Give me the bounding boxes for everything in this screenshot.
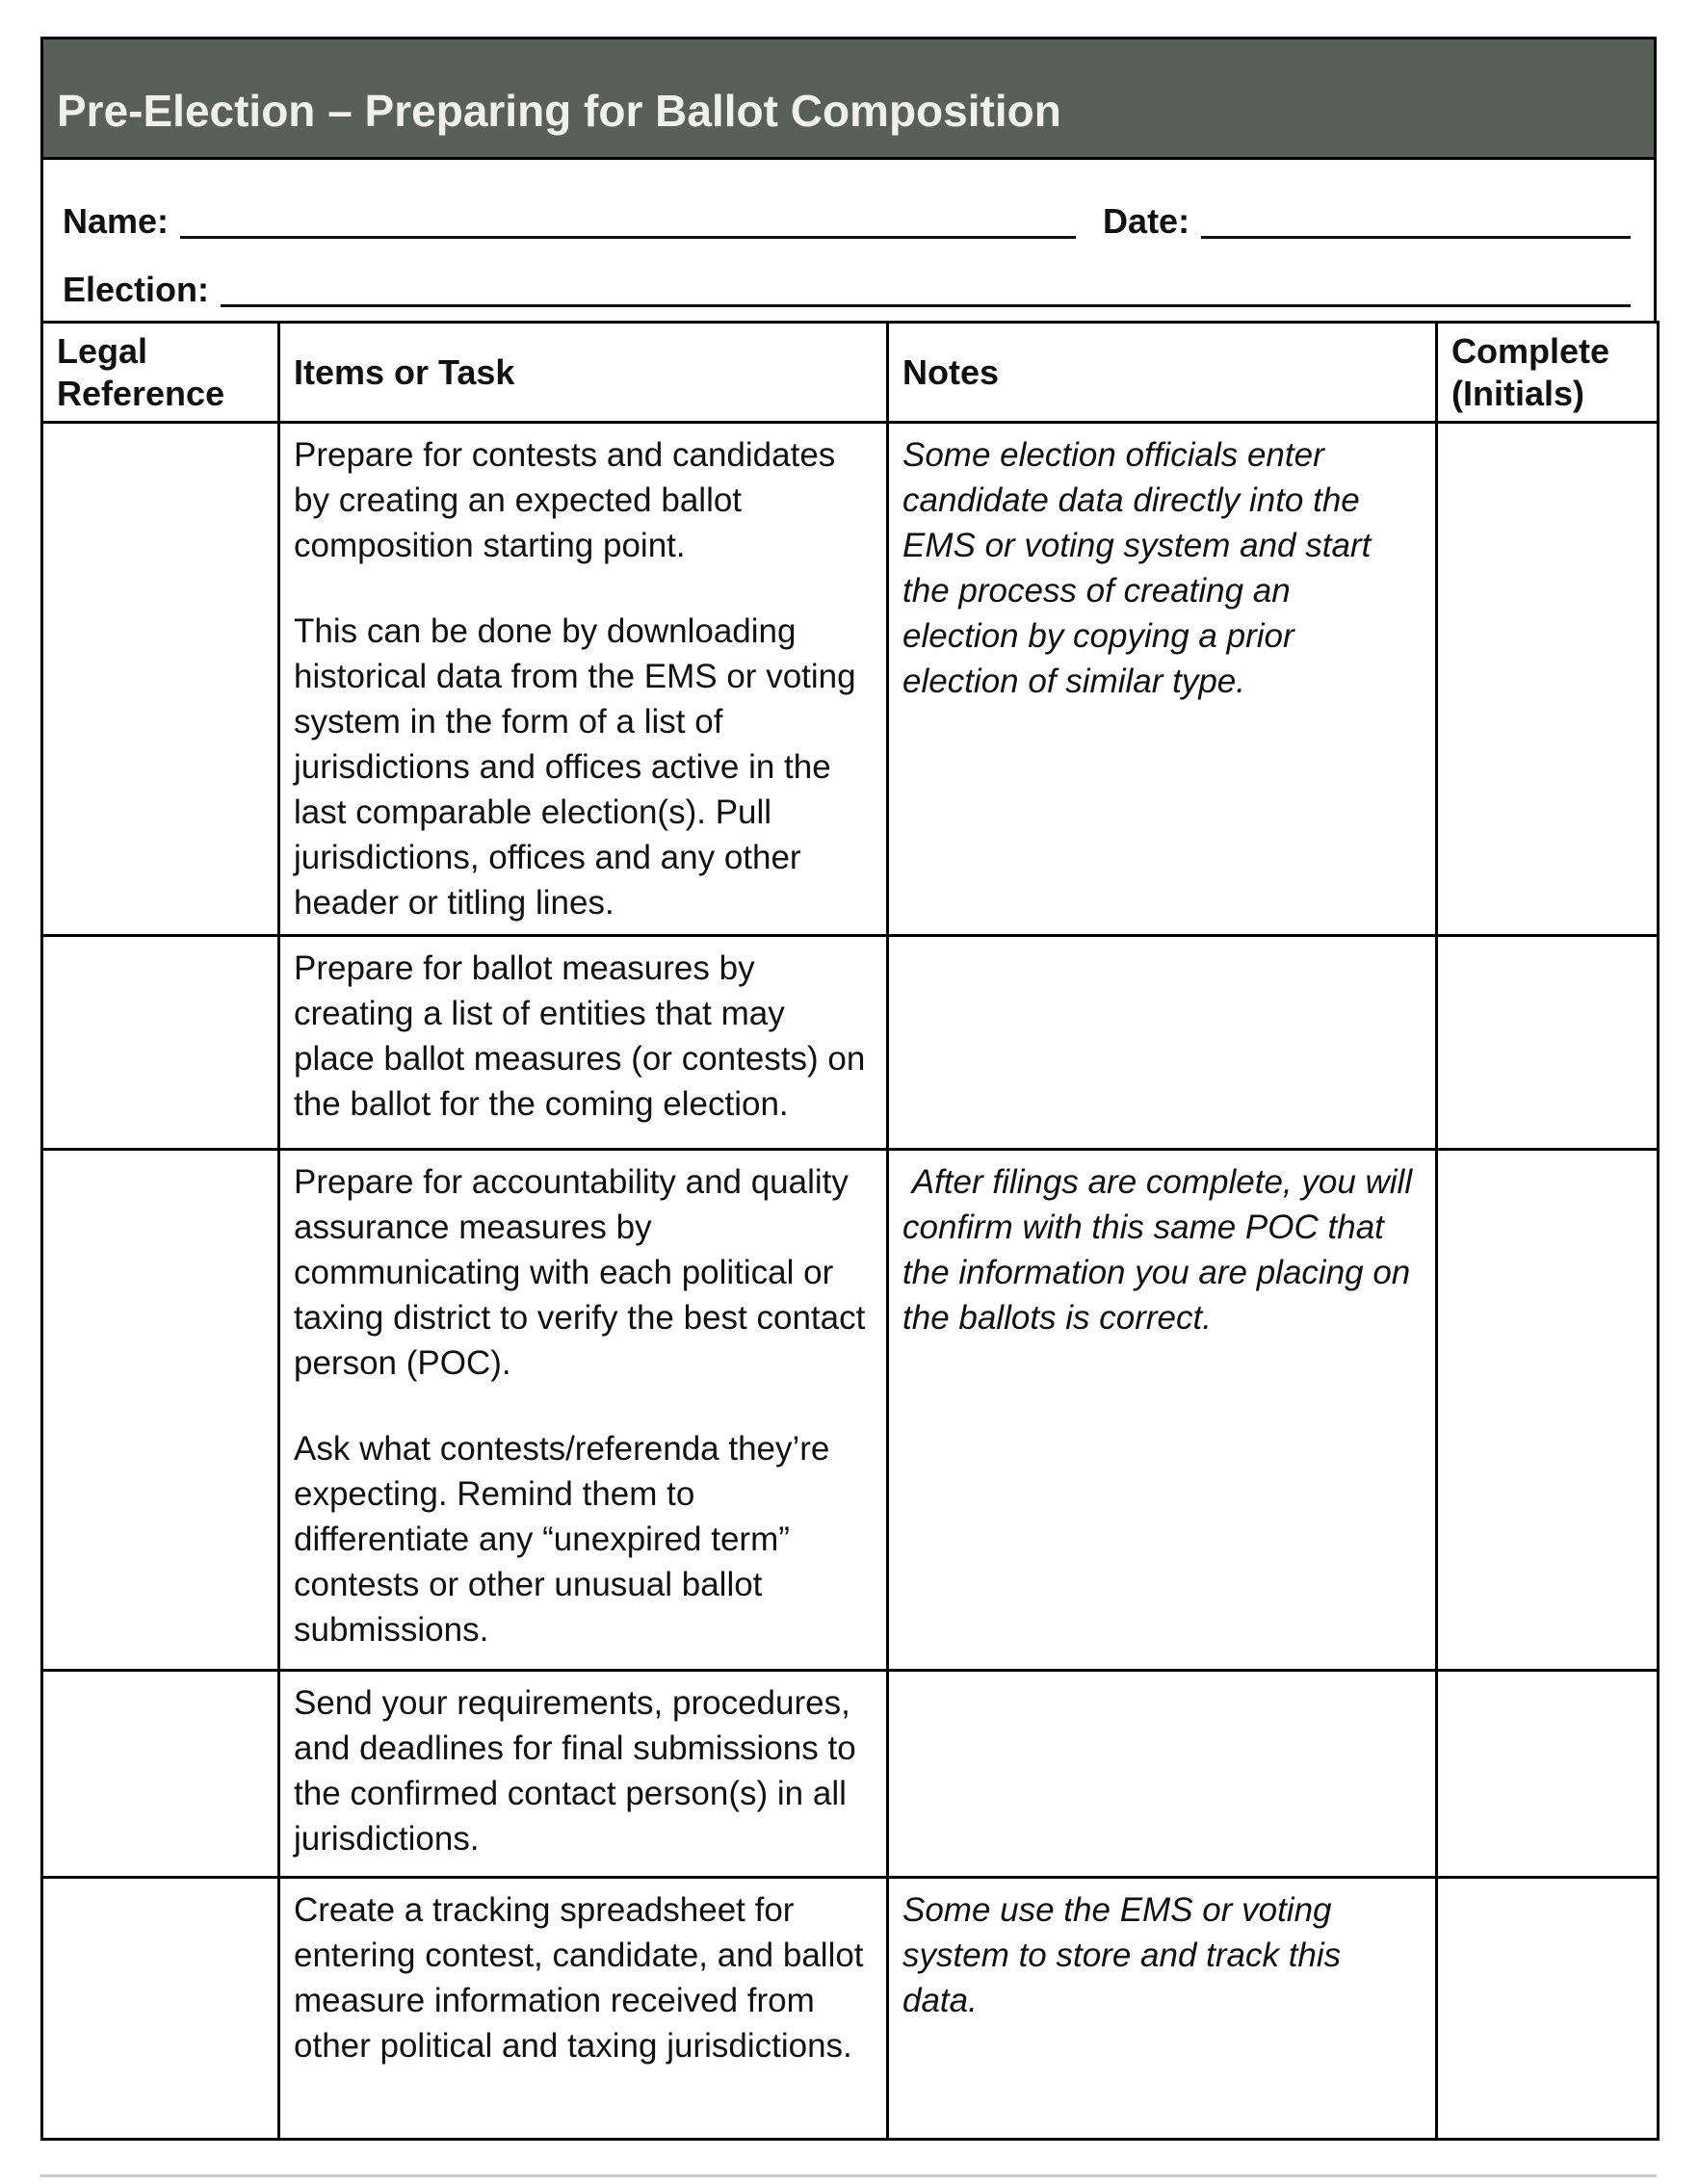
task-paragraph: Ask what contests/referenda they’re expe…	[294, 1430, 840, 1649]
task-paragraph: Prepare for ballot measures by creating …	[294, 949, 876, 1123]
complete-cell[interactable]	[1435, 1148, 1660, 1672]
notes-paragraph: Some election officials enter candidate …	[902, 436, 1381, 700]
election-field[interactable]	[221, 298, 1631, 307]
name-field[interactable]	[180, 229, 1077, 239]
notes-cell: Some election officials enter candidate …	[886, 421, 1438, 937]
task-cell: Send your requirements, procedures, and …	[277, 1669, 889, 1879]
task-cell: Prepare for ballot measures by creating …	[277, 934, 889, 1151]
complete-cell[interactable]	[1435, 1669, 1660, 1879]
table-body: Prepare for contests and candidates by c…	[40, 421, 1660, 2141]
notes-cell: Some use the EMS or voting system to sto…	[886, 1876, 1438, 2141]
header-complete-initials: Complete (Initials)	[1435, 321, 1660, 424]
page-title: Pre-Election – Preparing for Ballot Comp…	[57, 86, 1061, 136]
form-fill-section: Name: Date: Election:	[40, 160, 1657, 321]
election-line: Election:	[63, 251, 1631, 309]
notes-cell: After filings are complete, you will con…	[886, 1148, 1438, 1672]
page-cutoff-line	[40, 2174, 1657, 2177]
notes-cell	[886, 934, 1438, 1151]
header-items-or-task: Items or Task	[277, 321, 889, 424]
table-row: Prepare for ballot measures by creating …	[40, 934, 1660, 1151]
name-label: Name:	[63, 200, 170, 241]
legal-reference-cell	[40, 421, 280, 937]
legal-reference-cell	[40, 1876, 280, 2141]
table-header-row: Legal Reference Items or Task Notes Comp…	[40, 321, 1660, 424]
task-cell: Prepare for contests and candidates by c…	[277, 421, 889, 937]
task-paragraph: Create a tracking spreadsheet for enteri…	[294, 1891, 874, 2065]
title-bar: Pre-Election – Preparing for Ballot Comp…	[40, 37, 1657, 160]
header-legal-reference: Legal Reference	[40, 321, 280, 424]
task-cell: Create a tracking spreadsheet for enteri…	[277, 1876, 889, 2141]
task-paragraph: Send your requirements, procedures, and …	[294, 1684, 866, 1858]
complete-cell[interactable]	[1435, 934, 1660, 1151]
notes-paragraph: After filings are complete, you will con…	[902, 1163, 1422, 1337]
date-field[interactable]	[1201, 229, 1631, 239]
legal-reference-cell	[40, 1148, 280, 1672]
header-notes: Notes	[886, 321, 1438, 424]
complete-cell[interactable]	[1435, 421, 1660, 937]
election-label: Election:	[63, 269, 210, 309]
table-row: Send your requirements, procedures, and …	[40, 1669, 1660, 1879]
task-paragraph: This can be done by downloading historic…	[294, 612, 866, 922]
complete-cell[interactable]	[1435, 1876, 1660, 2141]
task-paragraph: Prepare for accountability and quality a…	[294, 1163, 876, 1382]
checklist-document: Pre-Election – Preparing for Ballot Comp…	[40, 37, 1660, 2141]
task-paragraph: Prepare for contests and candidates by c…	[294, 436, 846, 564]
table-row: Prepare for accountability and quality a…	[40, 1148, 1660, 1672]
notes-paragraph: Some use the EMS or voting system to sto…	[902, 1891, 1350, 2019]
task-cell: Prepare for accountability and quality a…	[277, 1148, 889, 1672]
name-date-line: Name: Date:	[63, 183, 1631, 241]
legal-reference-cell	[40, 1669, 280, 1879]
legal-reference-cell	[40, 934, 280, 1151]
checklist-table: Legal Reference Items or Task Notes Comp…	[40, 321, 1660, 2141]
table-row: Prepare for contests and candidates by c…	[40, 421, 1660, 937]
table-row: Create a tracking spreadsheet for enteri…	[40, 1876, 1660, 2141]
notes-cell	[886, 1669, 1438, 1879]
date-label: Date:	[1103, 200, 1190, 241]
